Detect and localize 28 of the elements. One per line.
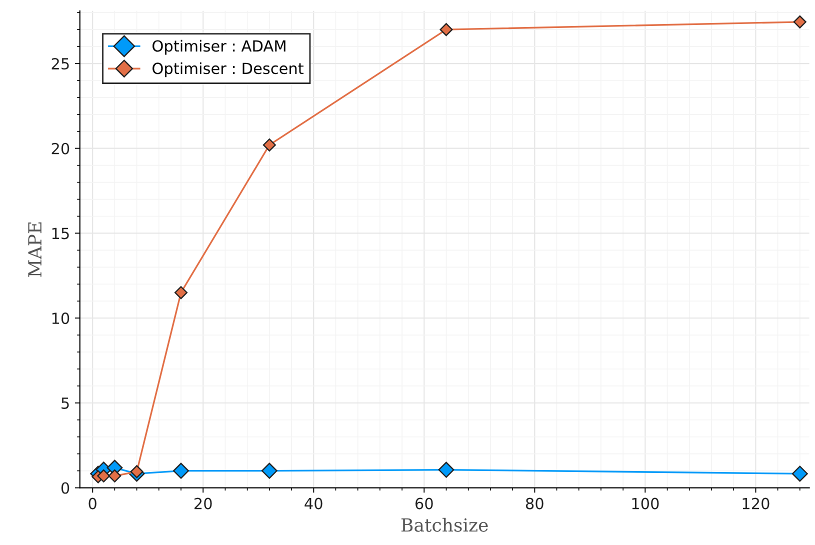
point <box>108 469 122 482</box>
point <box>792 466 808 482</box>
point <box>97 469 110 482</box>
x-tick-label: 20 <box>194 498 212 510</box>
y-tick-label: 10 <box>52 312 70 324</box>
point <box>440 23 453 36</box>
x-tick-label: 80 <box>526 498 544 510</box>
legend-label: Optimiser : ADAM <box>152 40 286 55</box>
x-tick-label: 60 <box>415 498 433 510</box>
y-tick-label: 5 <box>62 398 69 409</box>
y-tick-label: 0 <box>61 482 70 494</box>
x-axis-title: Batchsize <box>401 518 488 532</box>
point <box>793 15 806 28</box>
point <box>262 138 276 152</box>
point <box>438 462 454 478</box>
y-axis-title: MAPE <box>28 222 42 277</box>
point <box>261 462 278 479</box>
x-tick-label: 0 <box>88 498 96 510</box>
y-tick-label: 25 <box>52 58 69 70</box>
point <box>173 462 189 479</box>
legend-label: Optimiser : Descent <box>152 62 304 78</box>
x-tick-label: 120 <box>742 498 770 510</box>
point <box>130 465 144 478</box>
y-tick-label: 15 <box>52 228 69 240</box>
x-tick-label: 100 <box>632 498 659 510</box>
point <box>174 286 188 300</box>
y-tick-label: 20 <box>52 142 70 154</box>
x-tick-label: 40 <box>304 498 322 510</box>
